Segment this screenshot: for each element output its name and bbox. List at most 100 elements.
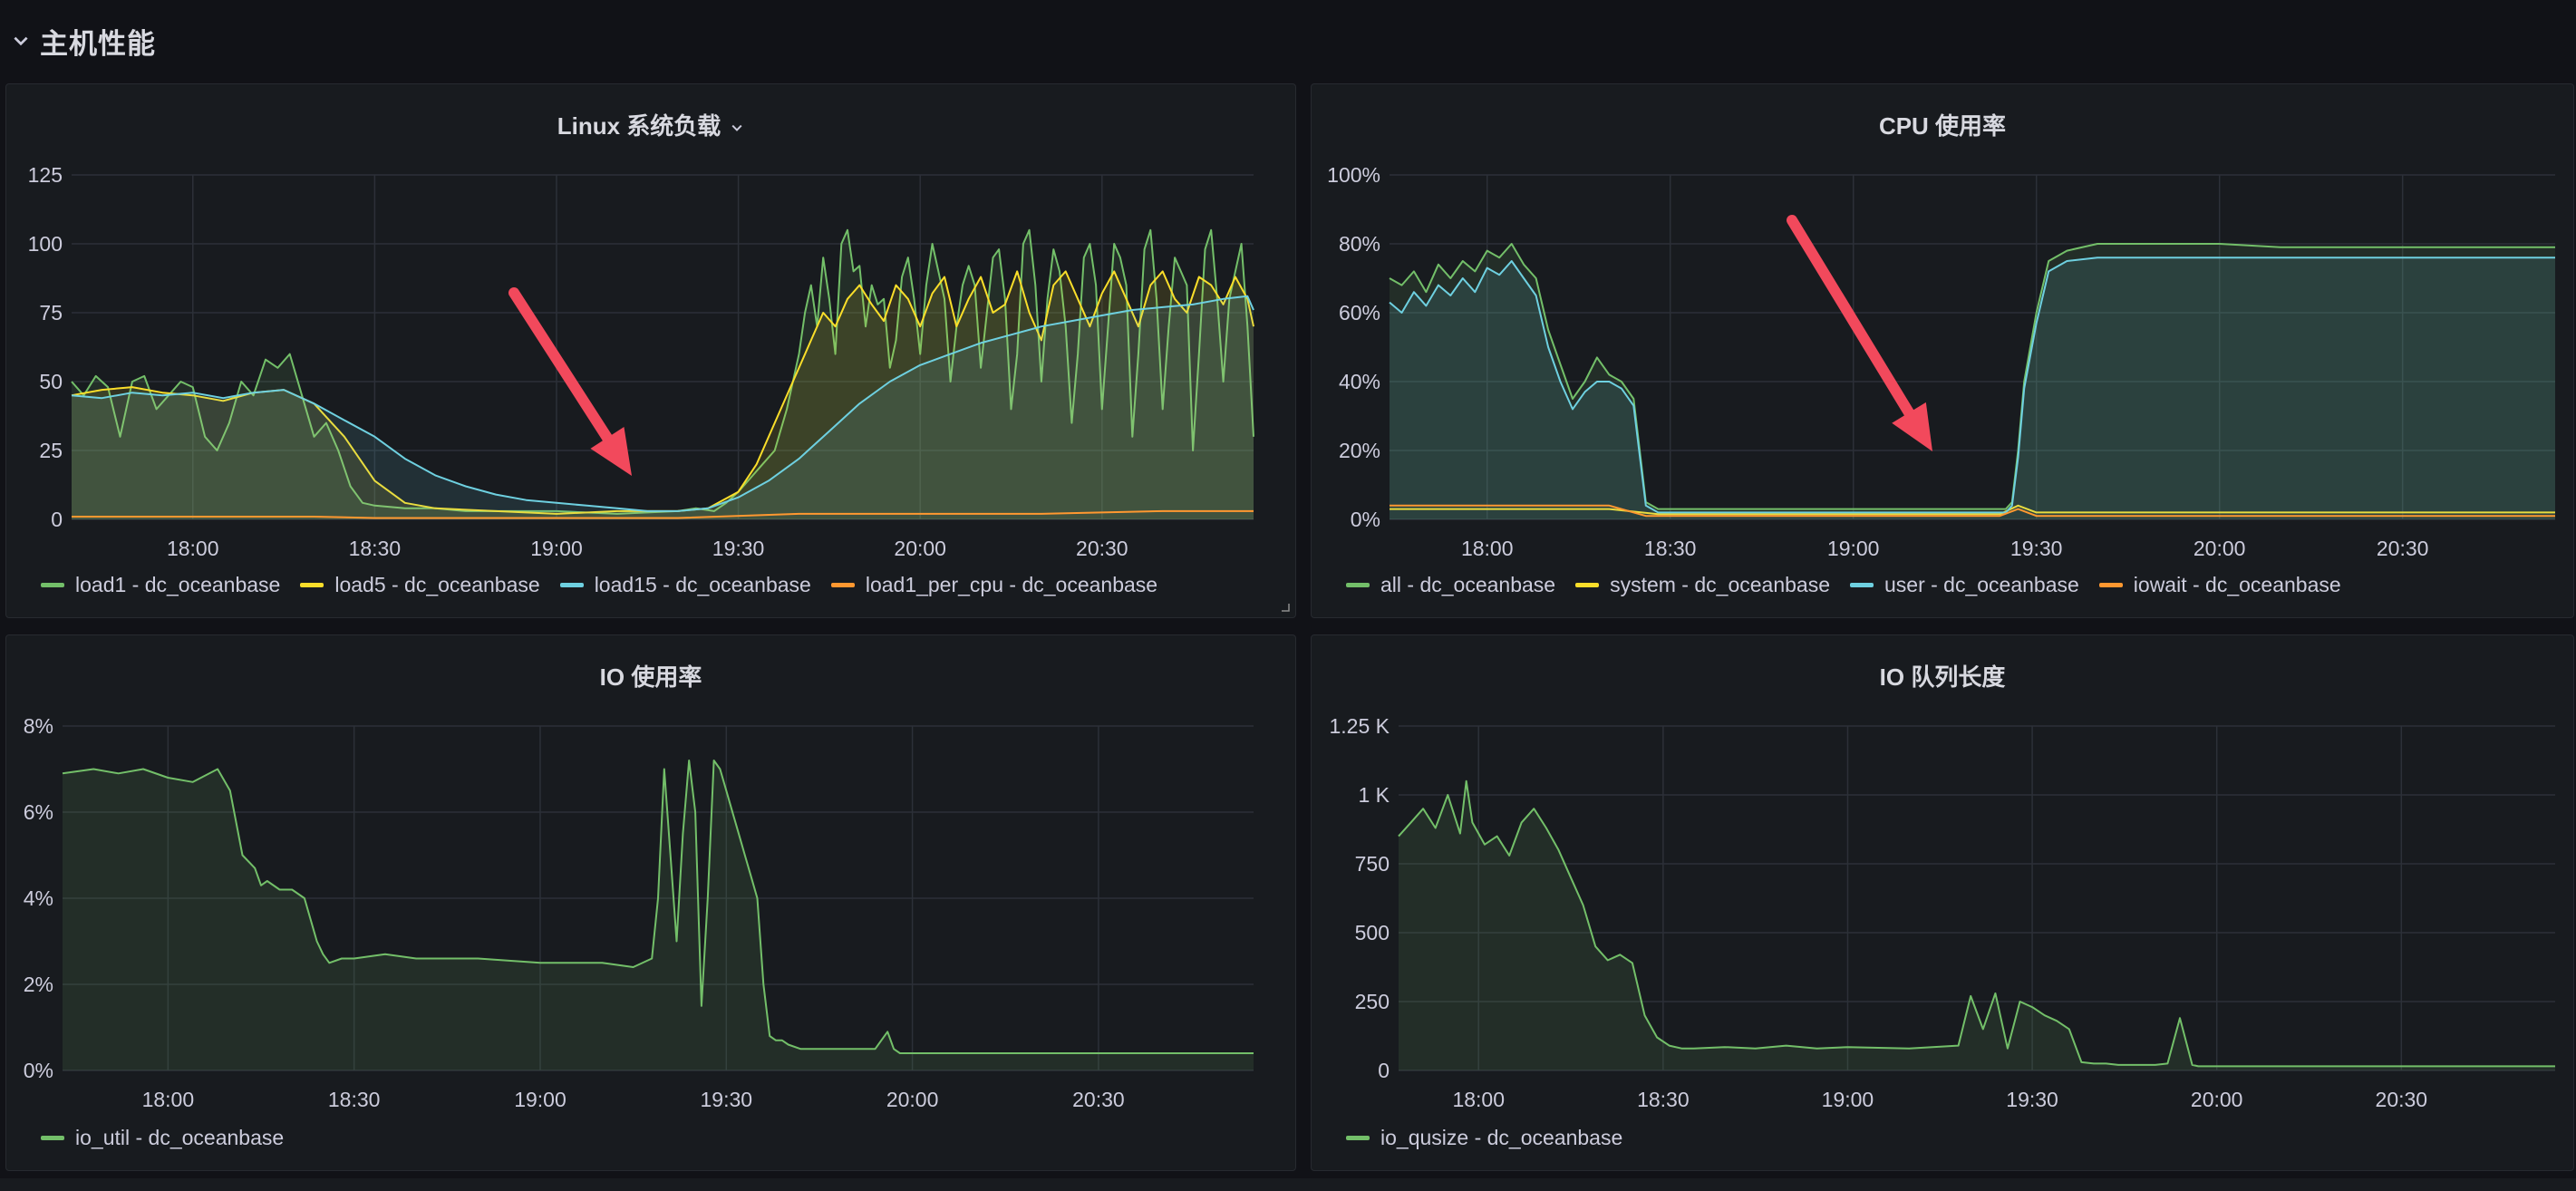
y-tick-label: 100% (1327, 163, 1380, 187)
legend-label: load5 - dc_oceanbase (334, 573, 540, 596)
y-tick-label: 20% (1339, 439, 1380, 462)
x-tick-label: 18:00 (1461, 537, 1514, 560)
panel-title-text: IO 使用率 (599, 663, 702, 691)
x-tick-label: 19:00 (514, 1088, 567, 1111)
panel-title[interactable]: Linux 系统负载 (6, 108, 1295, 141)
x-tick-label: 20:30 (1072, 1088, 1125, 1111)
series-line (1390, 504, 2555, 518)
panel-cpu-usage[interactable]: CPU 使用率 0% 20% 40% 60% 80% 100% 18:00 18:30 19:0… (1311, 83, 2574, 618)
legend-swatch (300, 583, 324, 587)
series-line (62, 760, 1254, 1054)
y-tick-label: 60% (1339, 301, 1380, 324)
x-tick-label: 19:30 (701, 1088, 753, 1111)
legend-swatch (41, 583, 64, 587)
y-tick-label: 1.25 K (1330, 714, 1390, 738)
y-tick-label: 80% (1339, 232, 1380, 256)
legend-swatch (41, 1136, 64, 1140)
series-line (1389, 257, 2555, 514)
x-tick-label: 19:00 (530, 537, 583, 560)
chevron-down-icon[interactable] (11, 31, 31, 51)
legend-item[interactable]: load15 - dc_oceanbase (559, 573, 811, 597)
x-tick-label: 18:00 (167, 537, 219, 560)
legend: io_util - dc_oceanbase (41, 1126, 284, 1150)
y-tick-label: 100 (28, 232, 63, 256)
series-line (71, 228, 1254, 515)
panel-title[interactable]: IO 使用率 (6, 659, 1295, 692)
legend-label: io_util - dc_oceanbase (75, 1126, 285, 1149)
legend-swatch (2098, 583, 2123, 587)
legend-item[interactable]: load1_per_cpu - dc_oceanbase (830, 573, 1158, 597)
legend-label: load1_per_cpu - dc_oceanbase (865, 573, 1158, 596)
resize-handle-icon[interactable] (1279, 601, 1290, 612)
legend: all - dc_oceanbase system - dc_oceanbase u… (1346, 573, 2341, 597)
x-tick-label: 20:30 (2376, 1088, 2428, 1111)
legend-label: system - dc_oceanbase (1610, 573, 1830, 596)
legend-item[interactable]: system - dc_oceanbase (1575, 573, 1830, 597)
y-tick-label: 75 (39, 301, 63, 324)
series-area (1399, 780, 2555, 1070)
series-line (71, 295, 1254, 512)
y-tick-label: 50 (39, 370, 63, 393)
y-tick-label: 750 (1355, 852, 1390, 876)
y-tick-label: 0 (1378, 1059, 1390, 1082)
chart-io-queue: 0 250 500 750 1 K 1.25 K 18:00 18:30 19:00 19:30 2… (1330, 714, 2555, 1111)
legend-item[interactable]: iowait - dc_oceanbase (2098, 573, 2341, 597)
x-tick-label: 19:30 (2010, 537, 2063, 560)
legend-item[interactable]: all - dc_oceanbase (1346, 573, 1555, 597)
chart-io-util: 0% 2% 4% 6% 8% 18:00 18:30 19:00 19:30 20:00 20:30 (24, 714, 1254, 1111)
panel-io-util[interactable]: IO 使用率 0% 2% 4% 6% 8% 18:00 18:30 19:00 19:30 20:… (5, 634, 1296, 1171)
y-tick-label: 6% (24, 800, 53, 824)
chevron-down-icon[interactable] (730, 121, 744, 135)
x-tick-label: 19:30 (2006, 1088, 2058, 1111)
legend-label: load15 - dc_oceanbase (594, 573, 811, 596)
x-tick-label: 20:00 (894, 537, 946, 560)
y-tick-label: 0% (1351, 508, 1380, 531)
chart-cpu-usage: 0% 20% 40% 60% 80% 100% 18:00 18:30 19:00 19:30 20… (1327, 163, 2555, 560)
x-tick-label: 20:00 (2193, 537, 2246, 560)
y-tick-label: 500 (1355, 921, 1390, 944)
series-area (72, 295, 1254, 519)
x-tick-label: 19:00 (1827, 537, 1880, 560)
series-line (71, 270, 1254, 515)
x-tick-label: 19:00 (1822, 1088, 1874, 1111)
x-tick-label: 18:30 (1644, 537, 1697, 560)
panel-io-queue[interactable]: IO 队列长度 0 250 500 750 1 K 1.25 K 18:00 18:30 19:… (1311, 634, 2574, 1171)
legend-swatch (1575, 583, 1600, 587)
y-tick-label: 4% (24, 886, 53, 910)
panel-title-text: Linux 系统负载 (557, 112, 721, 140)
series-area (63, 760, 1254, 1070)
arrow-annotation-icon (508, 287, 632, 476)
legend-label: iowait - dc_oceanbase (2133, 573, 2341, 596)
series-area (72, 229, 1254, 520)
y-tick-label: 25 (39, 439, 63, 462)
chart-linux-load: 0 25 50 75 100 125 18:00 18:30 19:00 19:30 20:00 20… (28, 163, 1254, 560)
y-tick-label: 0 (51, 508, 63, 531)
legend-swatch (559, 583, 584, 587)
legend-swatch (1346, 583, 1370, 587)
legend-label: all - dc_oceanbase (1380, 573, 1556, 596)
legend-item[interactable]: load5 - dc_oceanbase (300, 573, 540, 597)
y-tick-label: 2% (24, 973, 53, 996)
legend: load1 - dc_oceanbase load5 - dc_oceanbase… (41, 573, 1157, 597)
legend-label: io_qusize - dc_oceanbase (1380, 1126, 1623, 1149)
legend-label: user - dc_oceanbase (1884, 573, 2079, 596)
legend-item[interactable]: io_qusize - dc_oceanbase (1346, 1126, 1622, 1150)
x-tick-label: 18:00 (142, 1088, 195, 1111)
y-tick-label: 1 K (1358, 783, 1390, 807)
legend-label: load1 - dc_oceanbase (75, 573, 281, 596)
panel-title[interactable]: IO 队列长度 (1312, 659, 2573, 692)
x-tick-label: 18:00 (1452, 1088, 1505, 1111)
panel-title[interactable]: CPU 使用率 (1312, 108, 2573, 141)
series-line (72, 509, 1254, 519)
legend-item[interactable]: io_util - dc_oceanbase (41, 1126, 284, 1150)
x-tick-label: 20:00 (886, 1088, 939, 1111)
legend-item[interactable]: user - dc_oceanbase (1849, 573, 2079, 597)
x-tick-label: 20:00 (2191, 1088, 2243, 1111)
series-line (1389, 243, 2555, 510)
x-tick-label: 19:30 (712, 537, 765, 560)
legend-item[interactable]: load1 - dc_oceanbase (41, 573, 280, 597)
panel-linux-load[interactable]: Linux 系统负载 0 25 50 75 100 125 18:00 18:30 19:00 1… (5, 83, 1296, 618)
row-title: 主机性能 (40, 27, 156, 60)
series-area (72, 271, 1254, 519)
row-header[interactable]: 主机性能 (0, 0, 2576, 82)
